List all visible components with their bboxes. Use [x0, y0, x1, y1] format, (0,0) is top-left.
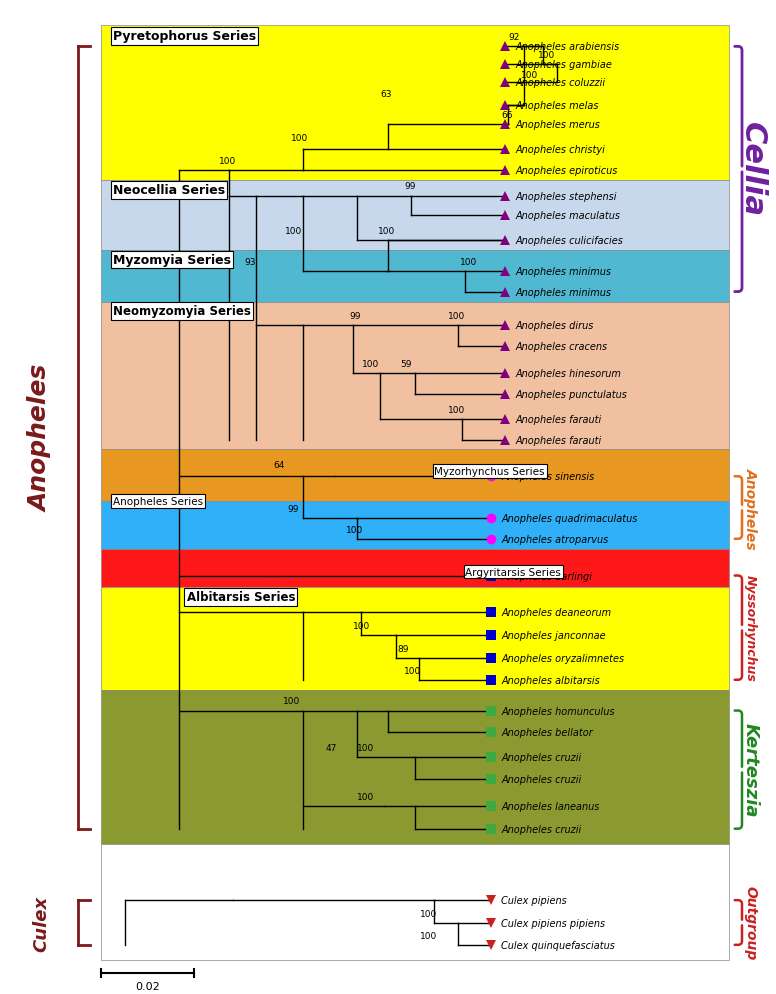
Text: 100: 100 [291, 133, 308, 142]
Text: Anopheles quadrimaculatus: Anopheles quadrimaculatus [501, 514, 637, 524]
Text: Anopheles coluzzii: Anopheles coluzzii [515, 78, 605, 88]
Text: Pyretophorus Series: Pyretophorus Series [113, 31, 256, 44]
Text: Anopheles minimus: Anopheles minimus [515, 287, 611, 297]
Text: Anopheles arabiensis: Anopheles arabiensis [515, 43, 619, 53]
Text: Anopheles stephensi: Anopheles stephensi [515, 192, 617, 202]
Text: Culex quinquefasciatus: Culex quinquefasciatus [501, 940, 615, 950]
Text: Anopheles dirus: Anopheles dirus [515, 321, 594, 331]
Text: 100: 100 [362, 360, 379, 369]
Text: 100: 100 [353, 621, 370, 630]
Text: Neomyzomyia Series: Neomyzomyia Series [113, 305, 251, 318]
Text: Anopheles albitarsis: Anopheles albitarsis [501, 675, 600, 685]
Text: 93: 93 [244, 257, 256, 266]
Text: 99: 99 [404, 182, 416, 191]
Bar [102, 549, 729, 587]
Text: Anopheles melas: Anopheles melas [515, 100, 598, 110]
Text: Anopheles janconnae: Anopheles janconnae [501, 630, 606, 640]
Text: Anopheles farauti: Anopheles farauti [515, 414, 601, 424]
Text: Culex pipiens pipiens: Culex pipiens pipiens [501, 918, 605, 928]
Text: Anopheles christyi: Anopheles christyi [515, 144, 605, 154]
Text: Anopheles Series: Anopheles Series [113, 497, 203, 507]
Text: Anopheles cruzii: Anopheles cruzii [501, 752, 581, 762]
Bar [102, 26, 729, 181]
Text: Outgroup: Outgroup [743, 886, 757, 959]
Text: Anopheles merus: Anopheles merus [515, 119, 600, 129]
Text: 100: 100 [282, 696, 300, 705]
Text: 100: 100 [346, 525, 363, 535]
Text: Culex: Culex [32, 895, 50, 950]
Text: 100: 100 [219, 156, 237, 165]
Text: Anopheles atroparvus: Anopheles atroparvus [501, 534, 608, 545]
Text: Anopheles cruzii: Anopheles cruzii [501, 824, 581, 834]
Text: Myzomyia Series: Myzomyia Series [113, 253, 231, 266]
Text: Neocellia Series: Neocellia Series [113, 184, 225, 197]
Text: 100: 100 [357, 744, 374, 752]
Text: 100: 100 [538, 52, 555, 61]
Text: 100: 100 [404, 666, 421, 675]
Text: 47: 47 [326, 744, 338, 752]
Text: Anopheles darlingi: Anopheles darlingi [501, 571, 592, 580]
Text: 100: 100 [420, 910, 437, 918]
Bar [102, 450, 729, 502]
Text: 92: 92 [509, 34, 520, 43]
Text: Anopheles hinesorum: Anopheles hinesorum [515, 369, 621, 379]
Text: Anopheles deaneorum: Anopheles deaneorum [501, 607, 611, 617]
Text: Anopheles cruzii: Anopheles cruzii [501, 774, 581, 784]
Text: 0.02: 0.02 [136, 981, 161, 991]
Text: 64: 64 [273, 461, 285, 470]
Text: Kerteszia: Kerteszia [742, 723, 760, 817]
Text: Anopheles: Anopheles [29, 365, 53, 512]
Text: 100: 100 [378, 227, 395, 236]
Text: Anopheles gambiae: Anopheles gambiae [515, 61, 612, 71]
Text: Anopheles punctulatus: Anopheles punctulatus [515, 390, 627, 400]
Text: Myzorhynchus Series: Myzorhynchus Series [435, 467, 545, 477]
Text: Albitarsis Series: Albitarsis Series [186, 590, 295, 603]
Text: Anopheles minimus: Anopheles minimus [515, 266, 611, 276]
Bar [102, 302, 729, 450]
Text: Anopheles: Anopheles [743, 467, 757, 549]
Text: Anopheles farauti: Anopheles farauti [515, 435, 601, 445]
Text: 100: 100 [448, 312, 465, 321]
Text: Anopheles oryzalimnetes: Anopheles oryzalimnetes [501, 653, 624, 663]
Bar [102, 844, 729, 960]
Text: Argyritarsis Series: Argyritarsis Series [466, 567, 561, 577]
Text: 66: 66 [502, 110, 514, 119]
Text: 59: 59 [400, 360, 412, 369]
Text: 89: 89 [397, 644, 409, 653]
Bar [102, 690, 729, 844]
Text: Anopheles homunculus: Anopheles homunculus [501, 706, 615, 716]
Text: Anopheles cracens: Anopheles cracens [515, 342, 607, 352]
Text: 100: 100 [521, 71, 538, 81]
Text: Anopheles laneanus: Anopheles laneanus [501, 801, 600, 811]
Text: Anopheles bellator: Anopheles bellator [501, 728, 593, 738]
Text: 63: 63 [380, 89, 392, 98]
Bar [102, 502, 729, 549]
Text: 100: 100 [460, 257, 477, 266]
Text: 100: 100 [273, 597, 290, 606]
Text: Anopheles culicifacies: Anopheles culicifacies [515, 236, 623, 246]
Text: Nyssorhynchus: Nyssorhynchus [744, 575, 757, 682]
Text: 100: 100 [357, 792, 374, 801]
Bar [102, 587, 729, 690]
Text: 100: 100 [285, 227, 302, 236]
Bar [102, 250, 729, 302]
Text: 100: 100 [448, 406, 465, 414]
Text: 99: 99 [349, 312, 361, 321]
Text: Anopheles sinensis: Anopheles sinensis [501, 472, 594, 482]
Text: Culex pipiens: Culex pipiens [501, 896, 566, 906]
Text: Cellia: Cellia [737, 122, 767, 218]
Bar [102, 181, 729, 250]
Text: 100: 100 [420, 931, 437, 940]
Text: Anopheles epiroticus: Anopheles epiroticus [515, 166, 618, 176]
Text: 99: 99 [287, 505, 299, 514]
Text: Anopheles maculatus: Anopheles maculatus [515, 211, 620, 221]
